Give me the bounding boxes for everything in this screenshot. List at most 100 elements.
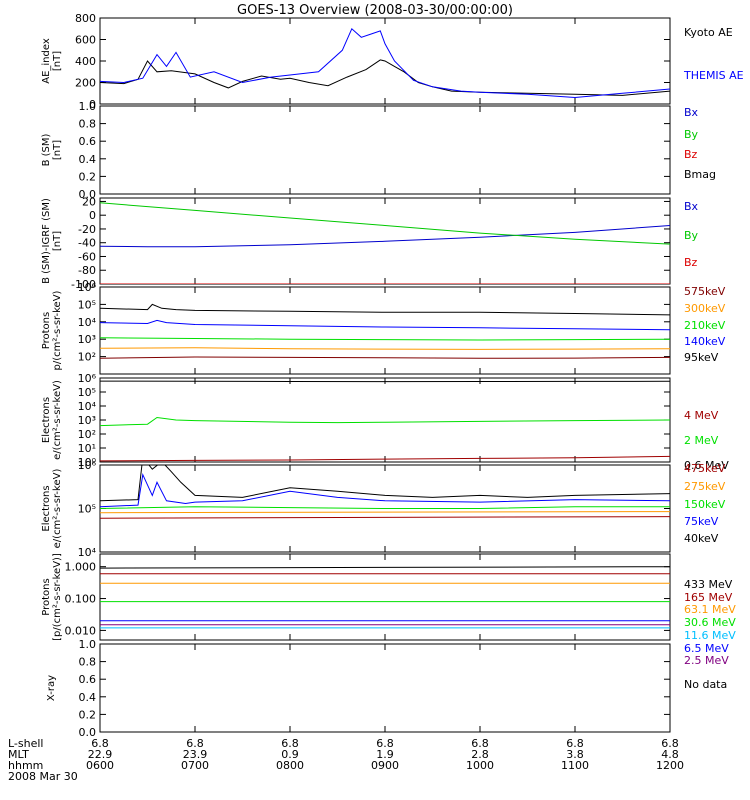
y-tick-label: 0.8 <box>79 118 97 131</box>
y-tick-label: 0.8 <box>79 656 97 669</box>
footer-label-date: 2008 Mar 30 <box>8 770 78 783</box>
panel-frame <box>99 105 671 195</box>
series-line-2-mev <box>100 416 670 427</box>
panel-6: 10⁴ 10⁵ 10⁶ Electrons e/(cm²-s-sr-keV) 475keV… <box>41 459 726 559</box>
footer-tick-mlt: 0.9 <box>281 748 299 761</box>
panel-7: 0.010 0.100 1.000 Protons [p/(cm²-s-sr-keV)]… <box>41 553 736 667</box>
series-line-kyoto-ae <box>100 59 670 96</box>
y-tick-label: 10³ <box>78 414 96 427</box>
legend-entry: THEMIS AE <box>683 69 744 82</box>
series-line-by <box>100 202 670 245</box>
legend-entry: By <box>684 128 699 141</box>
footer-tick-hhmm: 1100 <box>561 759 589 772</box>
footer-tick-lshell: 6.8 <box>661 737 679 750</box>
legend-entry: Bz <box>684 256 698 269</box>
y-tick-label: 10² <box>78 428 96 441</box>
y-axis-label: [nT] <box>52 51 63 71</box>
y-tick-label: 10⁴ <box>78 316 97 329</box>
figure-title: GOES-13 Overview (2008-03-30/00:00:00) <box>237 3 513 18</box>
legend-entry: 140keV <box>684 335 726 348</box>
footer-tick-lshell: 6.8 <box>376 737 394 750</box>
legend-entry: 11.6 MeV <box>684 629 736 642</box>
series-line-150kev <box>100 506 670 509</box>
series-line-433-mev <box>100 566 670 569</box>
footer-tick-lshell: 6.8 <box>566 737 584 750</box>
legend-entry: Bx <box>684 200 699 213</box>
legend-entry: 6.5 MeV <box>684 642 729 655</box>
legend-entry: 300keV <box>684 302 726 315</box>
legend-entry: 63.1 MeV <box>684 603 736 616</box>
series-line-4-mev <box>100 455 670 462</box>
y-axis-label: AE_index <box>41 38 52 84</box>
legend-entry: 75keV <box>684 515 719 528</box>
panel-frame <box>99 643 671 733</box>
y-tick-label: 0.0 <box>79 726 97 739</box>
series-line-0-6-mev <box>100 380 670 383</box>
legend-entry: 575keV <box>684 285 726 298</box>
y-tick-label: 0.010 <box>65 624 97 637</box>
y-tick-label: 400 <box>75 55 96 68</box>
y-tick-label: 10⁶ <box>78 372 97 385</box>
y-axis-label: Protons <box>41 312 52 349</box>
y-axis-label: B (SM)-IGRF (SM) <box>41 198 52 284</box>
footer-tick-hhmm: 0900 <box>371 759 399 772</box>
footer-tick-hhmm: 0700 <box>181 759 209 772</box>
y-tick-label: 0.2 <box>79 170 97 183</box>
legend-entry: 2 MeV <box>684 434 719 447</box>
y-tick-label: 10¹ <box>78 442 96 455</box>
footer-tick-lshell: 6.8 <box>471 737 489 750</box>
y-axis-label: [p/(cm²-s-sr-keV)] <box>52 553 63 641</box>
y-tick-label: 10⁶ <box>78 281 97 294</box>
footer-tick-mlt: 2.8 <box>471 748 489 761</box>
series-line-95kev <box>100 303 670 316</box>
footer-tick-lshell: 6.8 <box>186 737 204 750</box>
y-tick-label: 10² <box>78 351 96 364</box>
panel-8: 0.0 0.2 0.4 0.6 0.8 1.0 X-ray No data <box>46 638 727 739</box>
y-axis-label: p/(cm²-s-sr-keV) <box>52 290 63 370</box>
y-axis-label: B (SM) <box>41 133 52 166</box>
y-tick-label: 10⁴ <box>78 546 97 559</box>
y-tick-label: 0.100 <box>65 593 97 606</box>
series-line-275kev <box>100 511 670 514</box>
y-tick-label: 10⁶ <box>78 459 97 472</box>
legend-entry: 95keV <box>684 351 719 364</box>
y-tick-label: -100 <box>71 278 96 291</box>
footer-tick-hhmm: 0600 <box>86 759 114 772</box>
legend-entry: 4 MeV <box>684 409 719 422</box>
y-tick-label: 10⁵ <box>78 386 96 399</box>
y-tick-label: 10⁴ <box>78 400 97 413</box>
y-tick-label: 1.0 <box>79 100 97 113</box>
footer-tick-hhmm: 0800 <box>276 759 304 772</box>
y-tick-label: 20 <box>82 195 96 208</box>
footer-tick-mlt: 1.9 <box>376 748 394 761</box>
series-line-75kev <box>100 472 670 508</box>
footer-tick-hhmm: 1000 <box>466 759 494 772</box>
legend-entry: 210keV <box>684 319 726 332</box>
legend-entry: Kyoto AE <box>684 26 733 39</box>
series-line-140kev <box>100 319 670 331</box>
legend-entry: 433 MeV <box>684 578 733 591</box>
legend-entry: 165 MeV <box>684 591 733 604</box>
y-tick-label: 10³ <box>78 333 96 346</box>
y-axis-label: Protons <box>41 578 52 615</box>
y-tick-label: 10⁵ <box>78 298 96 311</box>
y-tick-label: 600 <box>75 34 96 47</box>
y-axis-label: e/(cm²-s-sr-keV) <box>52 469 63 549</box>
y-tick-label: 0 <box>89 98 96 111</box>
panel-1: 0 200 400 600 800 AE_index [nT] Kyoto AE THEMIS … <box>41 12 744 111</box>
legend-entry: 40keV <box>684 532 719 545</box>
y-tick-label: -60 <box>78 250 96 263</box>
y-tick-label: 200 <box>75 77 96 90</box>
footer-tick-lshell: 6.8 <box>281 737 299 750</box>
y-tick-label: 0.4 <box>79 153 97 166</box>
legend-entry: 0.6 MeV <box>684 459 729 472</box>
y-tick-label: 1.000 <box>65 561 97 574</box>
legend-entry: 275keV <box>684 480 726 493</box>
y-tick-label: 0.2 <box>79 708 97 721</box>
time-axis-footer: L-shell MLT hhmm 2008 Mar 30 6.822.90600… <box>8 737 684 783</box>
legend-entry: By <box>684 229 699 242</box>
footer-tick-lshell: 6.8 <box>91 737 109 750</box>
